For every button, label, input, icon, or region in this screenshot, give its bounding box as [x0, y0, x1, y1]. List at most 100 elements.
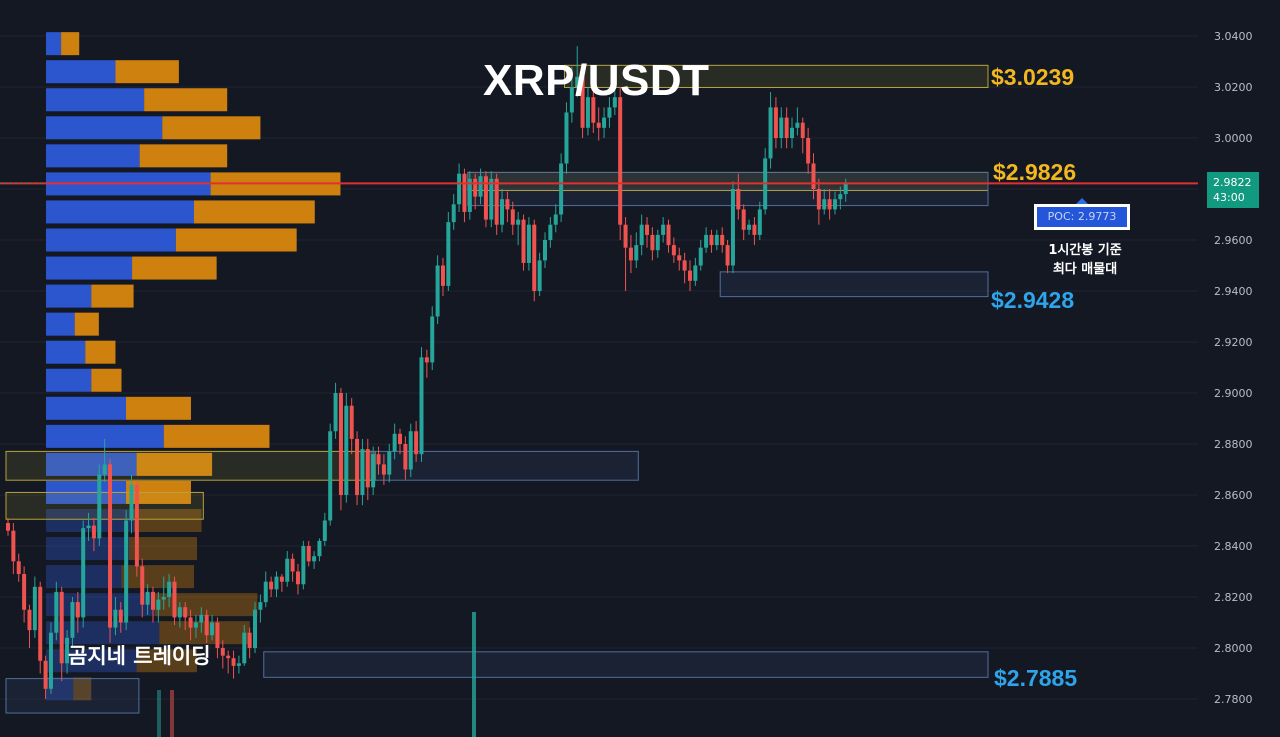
poc-pointer	[1076, 198, 1088, 204]
volume-profile-buy-bar	[46, 32, 62, 56]
volume-bar	[157, 690, 161, 737]
poc-annotation: 1시간봉 기준 최다 매물대	[1030, 241, 1140, 279]
candle-body	[811, 163, 816, 189]
candle-body	[473, 178, 478, 197]
volume-profile-sell-bar	[74, 312, 99, 336]
y-axis-tick-label: 2.7800	[1214, 693, 1253, 706]
candle-body	[704, 234, 709, 248]
candle-body	[312, 556, 317, 562]
candle-body	[757, 209, 762, 235]
volume-profile-sell-bar	[133, 509, 202, 532]
candle-body	[752, 224, 757, 235]
candle-body	[795, 122, 800, 128]
volume-profile-sell-bar	[121, 565, 194, 589]
candle-body	[430, 316, 435, 363]
candle-body	[816, 189, 821, 210]
volume-profile-buy-bar	[46, 144, 140, 168]
candle-body	[97, 474, 102, 539]
candle-body	[376, 454, 381, 465]
candle-body	[54, 591, 59, 633]
candle-body	[462, 173, 467, 212]
candle-body	[150, 591, 155, 610]
candle-body	[521, 219, 526, 263]
candle-body	[48, 632, 53, 689]
candle-body	[591, 97, 596, 123]
resistance-zone	[5, 491, 204, 520]
candle-body	[333, 393, 338, 432]
volume-profile-buy-bar	[46, 60, 116, 84]
candle-countdown: 43:00	[1213, 191, 1245, 204]
candle-body	[145, 591, 150, 605]
candle-body	[682, 260, 687, 271]
candle-body	[204, 614, 209, 636]
candle-body	[285, 558, 290, 582]
candle-body	[43, 660, 48, 689]
volume-profile-buy-bar	[46, 396, 127, 420]
volume-profile-sell-bar	[91, 284, 134, 308]
candle-body	[124, 520, 129, 623]
candle-body	[269, 581, 274, 590]
volume-profile-sell-bar	[61, 32, 80, 56]
y-axis-tick-label: 2.8600	[1214, 489, 1253, 502]
volume-profile-buy-bar	[46, 537, 130, 561]
candle-body	[768, 107, 773, 159]
candle-body	[773, 107, 778, 138]
candle-body	[263, 581, 268, 603]
candle-body	[306, 546, 311, 562]
candle-body	[505, 199, 510, 210]
poc-label[interactable]: POC: 2.9773	[1034, 204, 1130, 230]
current-price-value: 2.9822	[1213, 176, 1252, 189]
candle-body	[661, 224, 666, 235]
y-axis-tick-label: 2.8800	[1214, 438, 1253, 451]
chart-title: XRP/USDT	[483, 56, 710, 105]
y-axis-tick-label: 3.0200	[1214, 81, 1253, 94]
candle-body	[156, 599, 161, 610]
resistance-zone	[563, 64, 989, 89]
volume-profile-sell-bar	[144, 88, 228, 112]
volume-profile-sell-bar	[126, 396, 191, 420]
candle-body	[827, 199, 832, 210]
volume-bar	[472, 612, 476, 737]
level-label-1: $3.0239	[991, 64, 1075, 90]
candle-body	[365, 449, 370, 488]
candle-body	[500, 199, 505, 225]
volume-profile-buy-bar	[46, 256, 133, 280]
candle-body	[639, 224, 644, 246]
candle-body	[822, 199, 827, 210]
candle-body	[414, 431, 419, 455]
candle-body	[843, 183, 848, 195]
candle-body	[687, 270, 692, 281]
y-axis-tick-label: 2.9200	[1214, 336, 1253, 349]
candle-body	[709, 234, 714, 246]
poc-annotation-line-1: 1시간봉 기준	[1048, 243, 1122, 258]
volume-profile-sell-bar	[139, 144, 228, 168]
candle-body	[725, 245, 730, 266]
watermark: 곰지네 트레이딩	[68, 644, 211, 668]
y-axis-tick-label: 2.8400	[1214, 540, 1253, 553]
candle-body	[747, 224, 752, 230]
candle-body	[398, 433, 403, 444]
candle-body	[11, 530, 16, 562]
candle-body	[483, 176, 488, 220]
candle-body	[720, 234, 725, 246]
candle-body	[645, 224, 650, 235]
candle-body	[392, 433, 397, 452]
y-axis-tick-label: 2.8200	[1214, 591, 1253, 604]
candle-body	[543, 240, 547, 261]
candle-body	[172, 581, 177, 618]
candle-body	[838, 194, 843, 200]
candle-body	[451, 204, 456, 223]
support-zone	[263, 651, 989, 678]
candle-body	[790, 127, 795, 138]
volume-profile-sell-bar	[162, 116, 261, 140]
candle-body	[494, 178, 499, 225]
candle-body	[220, 648, 225, 656]
candle-body	[569, 87, 574, 113]
candle-body	[38, 586, 43, 661]
candle-body	[548, 224, 553, 240]
candle-body	[193, 622, 198, 628]
candle-body	[381, 464, 386, 475]
volume-profile-sell-bar	[132, 256, 217, 280]
candle-body	[177, 607, 182, 618]
